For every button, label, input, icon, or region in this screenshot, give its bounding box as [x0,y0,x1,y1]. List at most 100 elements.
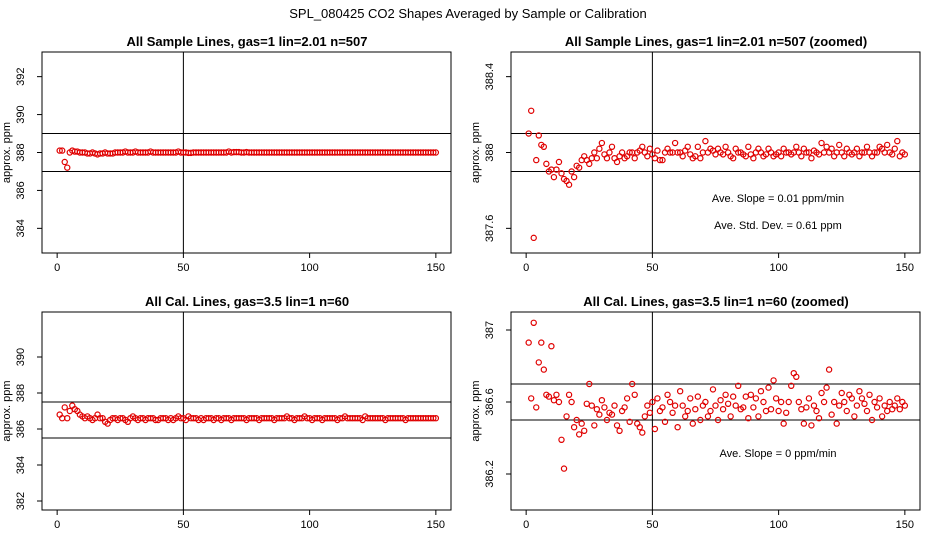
x-tick-label: 100 [769,262,787,274]
data-point [659,404,666,411]
data-point [777,153,785,160]
data-point [896,406,904,413]
data-point [593,154,601,162]
data-point [876,395,883,402]
data-point [871,398,878,406]
data-point [793,373,800,380]
data-point [894,137,901,145]
x-tick-label: 150 [896,519,914,531]
data-point [886,398,893,406]
data-point [596,145,603,152]
data-point [606,149,613,156]
data-point [823,384,830,391]
data-point [530,319,537,326]
data-point [709,386,717,393]
data-point [883,141,891,149]
data-point [883,407,891,415]
data-point [878,413,886,420]
annotation-text: Ave. Slope = 0 ppm/min [720,448,837,460]
data-point [603,416,611,424]
data-point [704,413,712,420]
data-point [697,416,704,424]
data-point [836,141,843,149]
data-point [64,415,71,422]
data-point [901,151,909,158]
data-point [795,398,803,406]
panel-cal-lines: All Cal. Lines, gas=3.5 lin=1 n=60 0 50 100… [1,294,452,531]
data-point [588,154,595,162]
data-point [636,424,643,431]
data-point [586,380,593,388]
data-point [818,389,825,397]
data-point [565,181,573,188]
data-point [591,149,598,156]
data-point [750,154,757,162]
data-point [820,398,828,406]
data-point [555,398,563,406]
data-point [626,149,633,156]
data-point [798,406,805,413]
data-point [687,395,694,402]
data-point [760,398,767,406]
data-point [613,422,621,429]
data-point [800,420,808,427]
data-point [58,147,66,154]
data-point [608,411,616,418]
y-tick-label: 390 [15,348,27,366]
data-point [598,139,606,147]
data-point [586,160,593,168]
data-point [722,143,729,151]
data-point [815,415,823,422]
panel-title: All Sample Lines, gas=1 lin=2.01 n=507 [127,34,368,49]
y-tick-label: 388 [15,384,27,402]
data-point [639,429,646,436]
x-tick-label: 100 [300,262,318,274]
data-point [432,415,440,422]
data-point [654,395,661,402]
data-point [866,391,873,398]
data-point [679,153,686,160]
data-point [603,154,611,162]
data-point [613,158,621,166]
data-point [540,143,548,151]
data-point [823,143,830,151]
panel-sample-lines-zoomed: All Sample Lines, gas=1 lin=2.01 n=507 (… [470,34,921,274]
data-point [891,145,898,152]
data-point [873,404,881,411]
data-point [66,407,73,415]
data-point [735,382,742,389]
data-point [644,402,651,409]
data-point [674,424,681,431]
data-point [825,366,833,373]
data-point [780,420,787,427]
data-point [588,402,595,409]
data-point [575,431,583,438]
data-point [803,404,810,411]
data-point [432,149,440,156]
data-point [813,407,820,415]
data-point [651,154,659,162]
x-tick-label: 100 [769,519,787,531]
data-point [530,234,537,242]
data-point [679,402,686,409]
data-point [631,391,638,398]
data-point [527,395,535,402]
data-point [666,149,674,156]
data-point [661,418,669,425]
data-point [543,160,550,168]
data-point [563,413,570,420]
data-point [611,402,618,409]
data-point [858,395,866,402]
data-point [785,398,792,406]
data-point [684,407,691,415]
data-point [628,380,636,388]
data-point [871,149,878,156]
data-point [853,145,861,152]
plot-frame [510,311,921,511]
data-point [671,402,679,409]
data-point [750,404,757,411]
data-point [565,391,573,398]
data-point [570,424,578,431]
data-point [707,407,714,415]
data-point [810,402,818,409]
